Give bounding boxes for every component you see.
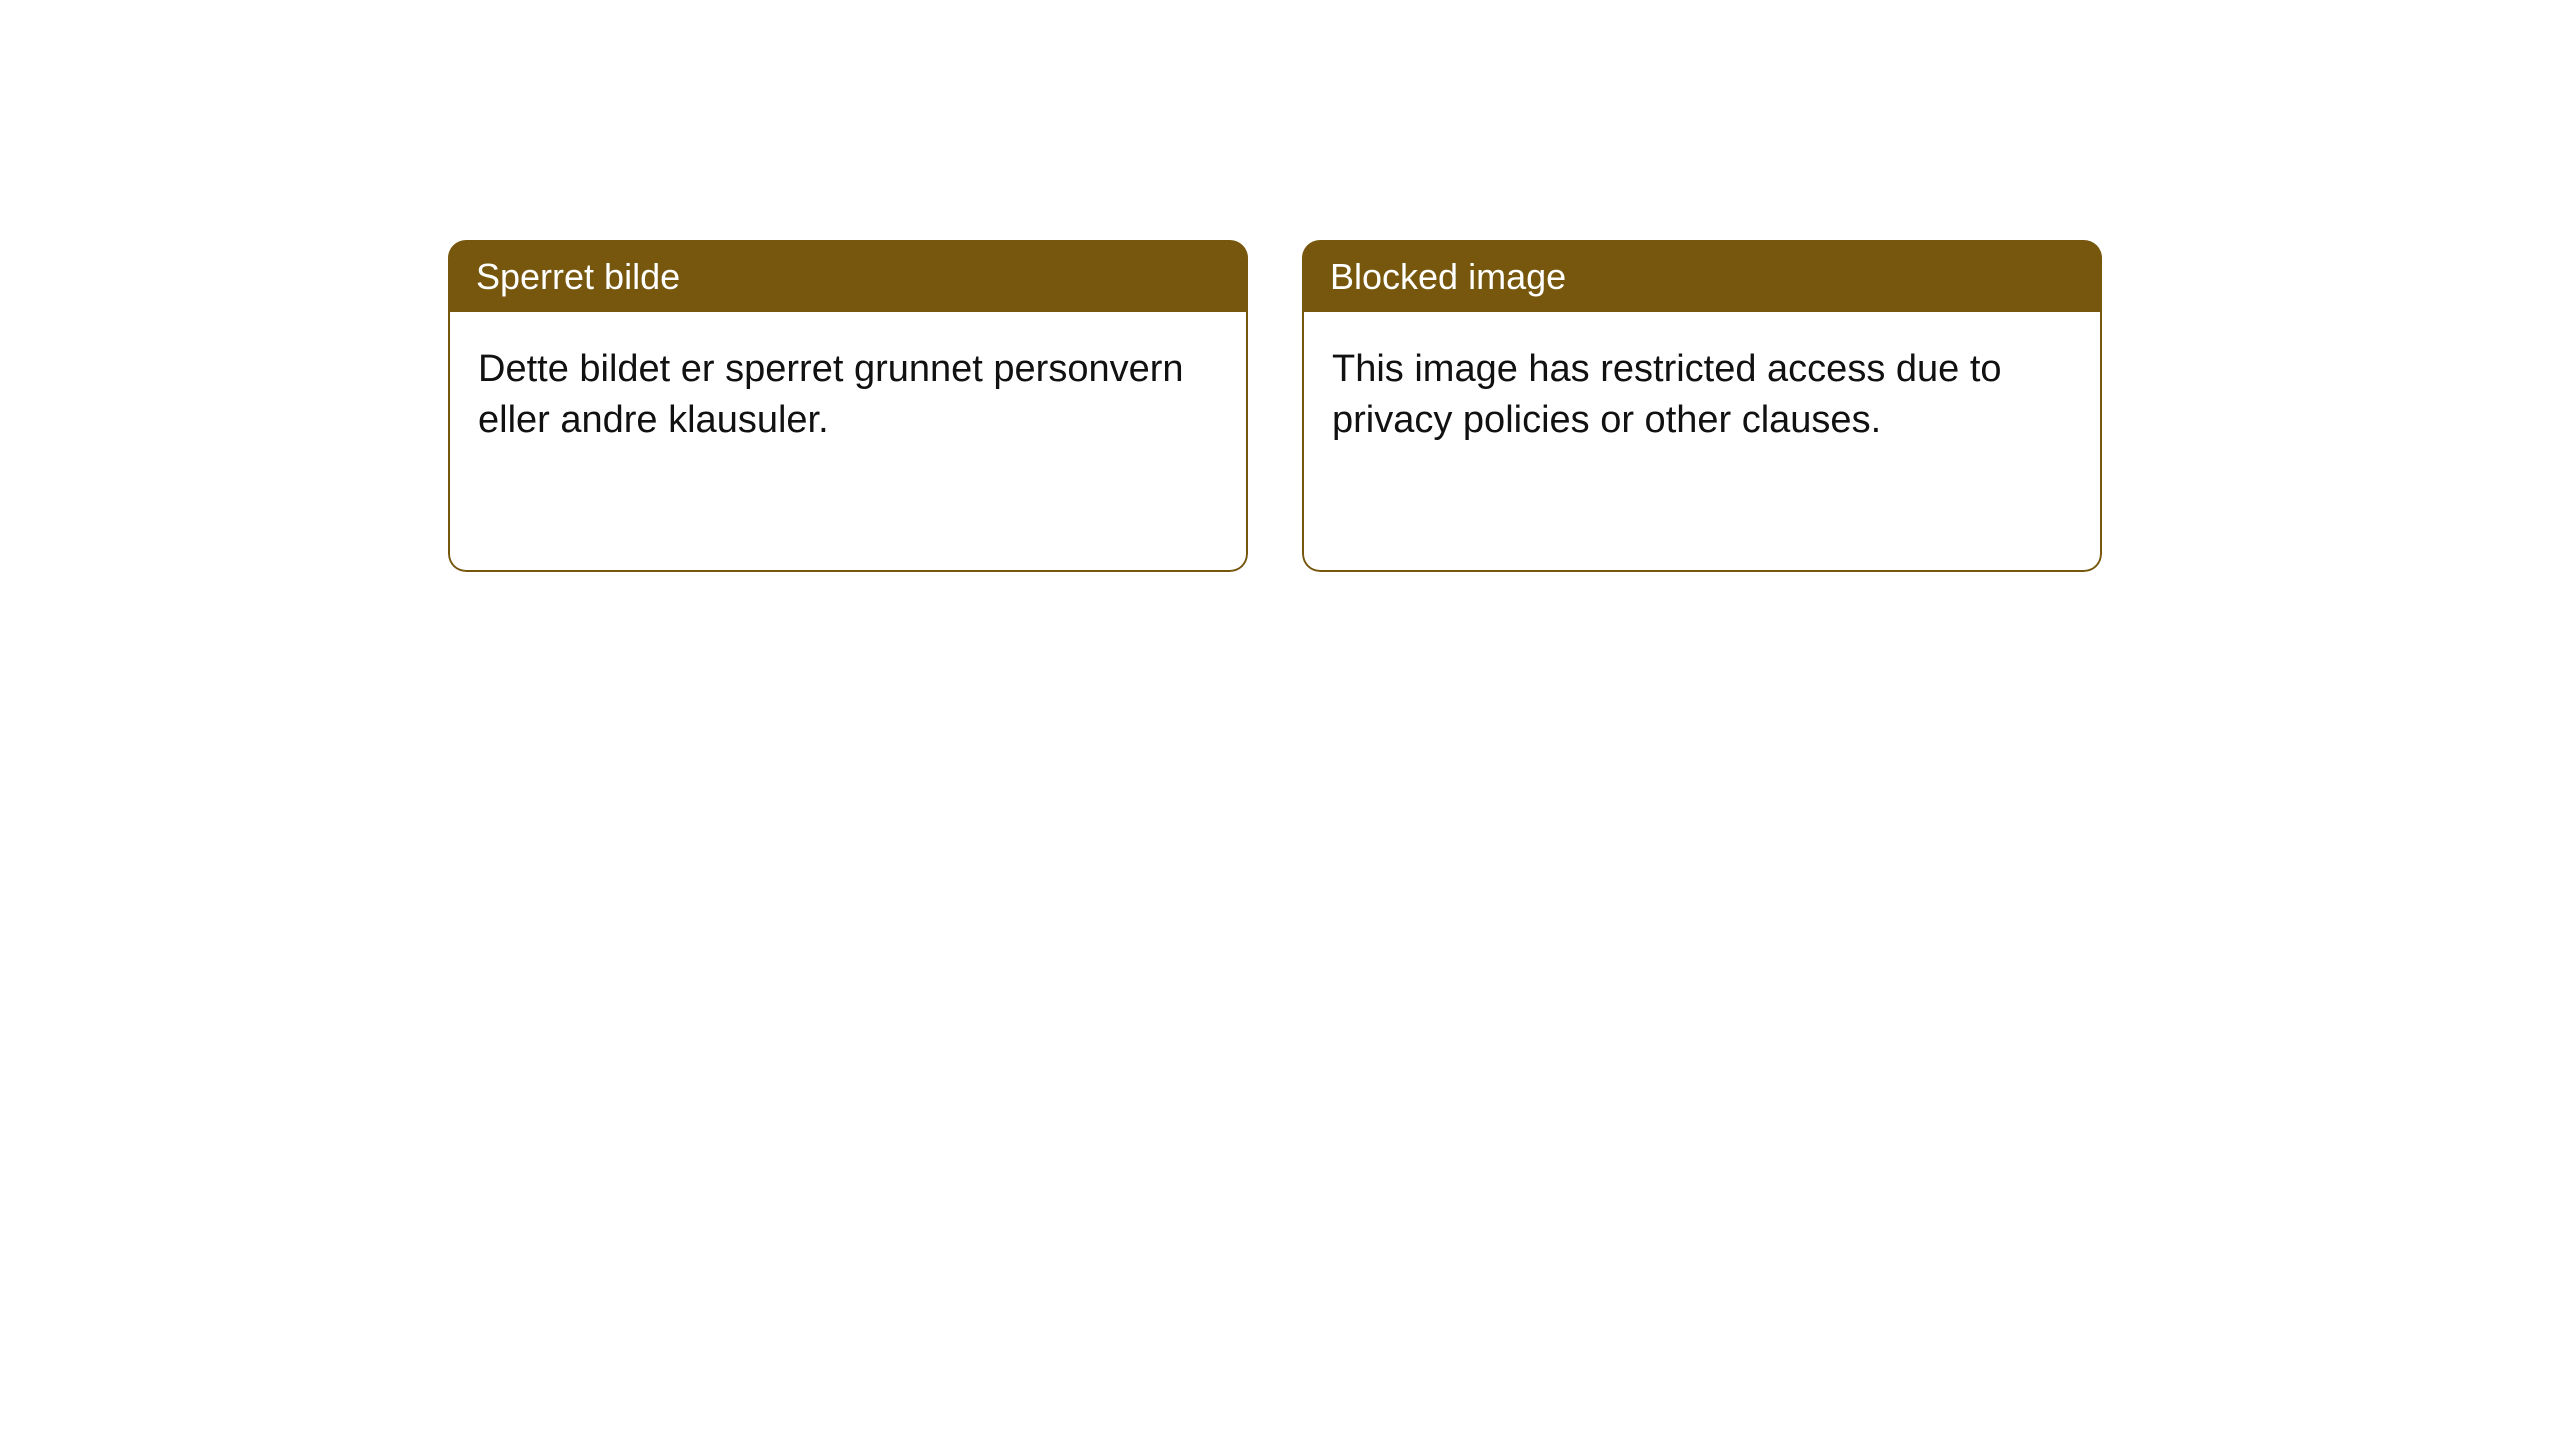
notice-card-body: This image has restricted access due to … xyxy=(1302,312,2102,572)
notice-card-en: Blocked image This image has restricted … xyxy=(1302,240,2102,572)
notice-card-body: Dette bildet er sperret grunnet personve… xyxy=(448,312,1248,572)
notice-container: Sperret bilde Dette bildet er sperret gr… xyxy=(0,0,2560,572)
notice-card-nb: Sperret bilde Dette bildet er sperret gr… xyxy=(448,240,1248,572)
notice-card-title: Sperret bilde xyxy=(448,240,1248,312)
notice-card-title: Blocked image xyxy=(1302,240,2102,312)
